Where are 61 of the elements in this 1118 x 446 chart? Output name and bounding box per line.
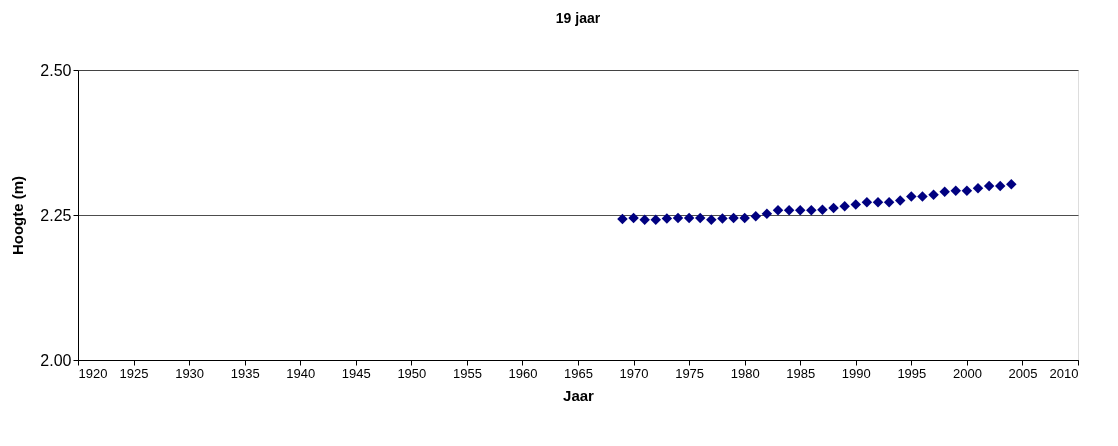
point bbox=[628, 212, 639, 224]
point bbox=[1006, 179, 1017, 190]
point bbox=[861, 197, 873, 208]
point bbox=[794, 205, 806, 216]
point bbox=[750, 210, 762, 222]
point bbox=[894, 195, 906, 206]
x-tick-label: 2010 bbox=[1049, 365, 1079, 381]
x-tick-label: 1920 bbox=[78, 365, 108, 381]
point bbox=[872, 197, 884, 208]
y-tick-label: 2.50 bbox=[40, 61, 72, 79]
x-tick-label: 2000 bbox=[952, 365, 982, 381]
point bbox=[850, 199, 862, 210]
point bbox=[939, 186, 950, 198]
point bbox=[950, 185, 962, 196]
x-tick-label: 1990 bbox=[841, 365, 871, 381]
point bbox=[828, 202, 839, 214]
point bbox=[906, 191, 917, 202]
point bbox=[983, 180, 995, 192]
point bbox=[817, 204, 828, 216]
point bbox=[761, 208, 773, 220]
x-tick-label: 1955 bbox=[452, 365, 482, 381]
x-tick-label: 1965 bbox=[564, 365, 593, 381]
point bbox=[639, 214, 650, 225]
x-tick-label: 2005 bbox=[1008, 365, 1038, 381]
x-tick-label: 1945 bbox=[341, 365, 371, 381]
point bbox=[783, 205, 795, 216]
x-axis-title: Jaar bbox=[563, 386, 595, 404]
point bbox=[917, 191, 928, 202]
point bbox=[972, 183, 984, 194]
point bbox=[717, 213, 728, 224]
point bbox=[739, 212, 750, 224]
point bbox=[961, 185, 973, 196]
point bbox=[928, 189, 939, 200]
x-tick-label: 1925 bbox=[119, 365, 149, 381]
x-tick-label: 1935 bbox=[230, 365, 260, 381]
y-axis-title: Hoogte (m) bbox=[9, 175, 27, 256]
point bbox=[806, 205, 817, 216]
x-tick-label: 1980 bbox=[730, 365, 760, 381]
chart-title: 19 jaar bbox=[555, 10, 601, 26]
point bbox=[883, 197, 895, 208]
point bbox=[650, 214, 662, 225]
x-tick-label: 1985 bbox=[786, 365, 816, 381]
point bbox=[994, 180, 1006, 192]
point bbox=[728, 212, 739, 224]
point bbox=[839, 201, 850, 212]
point bbox=[706, 214, 717, 225]
y-tick-label: 2.00 bbox=[40, 351, 72, 369]
x-tick-label: 1970 bbox=[619, 365, 649, 381]
point bbox=[617, 213, 628, 225]
x-tick-label: 1940 bbox=[286, 365, 316, 381]
point bbox=[683, 212, 695, 224]
y-tick-label: 2.25 bbox=[40, 206, 72, 224]
x-tick-label: 1930 bbox=[175, 365, 205, 381]
x-tick-label: 1975 bbox=[675, 365, 705, 381]
point bbox=[694, 212, 706, 224]
x-tick-label: 1995 bbox=[897, 365, 927, 381]
point bbox=[661, 213, 673, 224]
point bbox=[672, 212, 684, 224]
x-tick-label: 1950 bbox=[397, 365, 427, 381]
x-tick-label: 1960 bbox=[508, 365, 538, 381]
point bbox=[772, 205, 784, 216]
